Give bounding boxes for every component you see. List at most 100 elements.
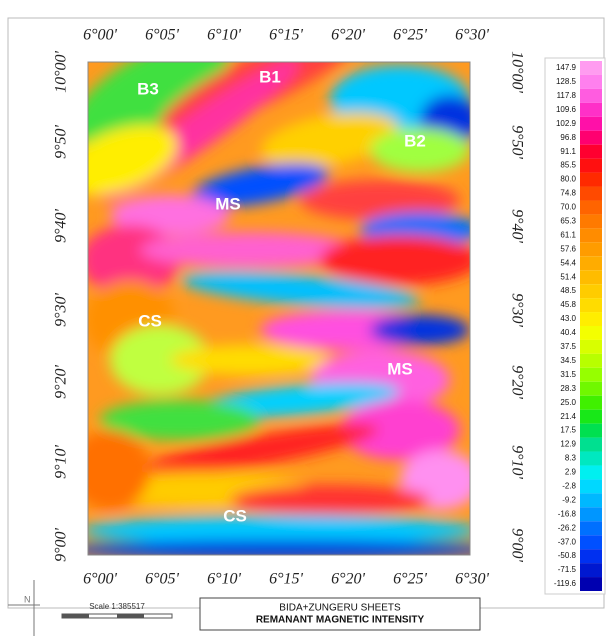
raster-blob	[88, 62, 230, 145]
legend-swatch	[580, 242, 602, 257]
legend-label: 48.5	[560, 286, 576, 295]
legend-swatch	[580, 563, 602, 578]
map-label: MS	[215, 194, 241, 213]
map-label: MS	[387, 359, 413, 378]
lon-label-top: 6°30'	[455, 27, 489, 44]
legend-label: 70.0	[560, 203, 576, 212]
lat-label-left: 9°40'	[53, 209, 70, 243]
legend-swatch	[580, 493, 602, 508]
raster-blob	[100, 400, 260, 440]
legend-swatch	[580, 61, 602, 75]
legend-label: 28.3	[560, 384, 576, 393]
legend-label: 43.0	[560, 314, 576, 323]
scale-bar	[61, 613, 173, 619]
legend-label: 34.5	[560, 356, 576, 365]
raster-blobs	[88, 62, 470, 555]
title-line2: REMANANT MAGNETIC INTENSITY	[256, 615, 425, 626]
raster-blob	[370, 315, 470, 345]
lat-label-right: 9°00'	[508, 528, 525, 562]
legend-label: 25.0	[560, 398, 576, 407]
legend-swatch	[580, 88, 602, 103]
lon-label-top: 6°05'	[145, 27, 179, 44]
lon-label-bottom: 6°25'	[393, 571, 427, 588]
raster-blob	[340, 400, 460, 460]
legend-swatch	[580, 577, 602, 591]
legend-swatch	[580, 144, 602, 159]
raster-blob	[370, 128, 470, 172]
map-label: CS	[223, 506, 247, 525]
raster-blob	[170, 345, 330, 375]
legend-swatch	[580, 549, 602, 564]
map-label: B2	[404, 131, 426, 150]
legend-label: 128.5	[556, 77, 577, 86]
legend-label: 8.3	[565, 454, 577, 463]
legend-label: -2.8	[562, 482, 576, 491]
legend-swatch	[580, 270, 602, 285]
legend-swatch	[580, 451, 602, 466]
legend-label: -9.2	[562, 495, 576, 504]
legend-label: 109.6	[556, 105, 577, 114]
lon-label-bottom: 6°30'	[455, 571, 489, 588]
raster-blob	[230, 485, 430, 515]
raster-blob	[300, 180, 460, 220]
legend-label: 45.8	[560, 300, 576, 309]
legend-swatch	[580, 214, 602, 229]
legend-label: 96.8	[560, 133, 576, 142]
raster-blob	[88, 430, 150, 510]
legend-swatch	[580, 130, 602, 145]
legend-swatch	[580, 186, 602, 201]
legend-label: -26.2	[558, 523, 577, 532]
legend-label: 37.5	[560, 342, 576, 351]
legend-swatch	[580, 381, 602, 396]
legend-swatch	[580, 326, 602, 340]
raster-blob	[260, 112, 400, 168]
legend-label: 85.5	[560, 161, 576, 170]
legend-swatch	[580, 339, 602, 354]
lat-label-left: 9°30'	[53, 293, 70, 327]
legend-label: 65.3	[560, 217, 576, 226]
legend-label: 12.9	[560, 440, 576, 449]
raster-blob	[200, 382, 400, 418]
raster-blob	[88, 540, 470, 555]
legend-label: 2.9	[565, 468, 577, 477]
legend-label: 102.9	[556, 119, 577, 128]
legend-swatch	[580, 172, 602, 187]
legend-swatch	[580, 298, 602, 313]
lat-label-right: 10°00'	[508, 51, 525, 93]
lat-label-left: 10°00'	[53, 51, 70, 93]
title-box	[199, 597, 481, 631]
legend-swatch	[580, 437, 602, 452]
lat-label-left: 9°10'	[53, 445, 70, 479]
lon-label-bottom: 6°10'	[207, 571, 241, 588]
lon-label-top: 6°25'	[393, 27, 427, 44]
map-label: B3	[137, 79, 159, 98]
legend-swatch	[580, 200, 602, 215]
magnetic-raster	[88, 62, 470, 555]
legend-label: -16.8	[558, 509, 577, 518]
raster-blob	[180, 271, 420, 309]
legend-swatch	[580, 353, 602, 368]
raster-blob	[190, 163, 330, 207]
legend-label: 147.9	[556, 63, 577, 72]
lon-label-bottom: 6°20'	[331, 571, 365, 588]
legend-swatch	[580, 158, 602, 173]
lat-label-left: 9°00'	[53, 528, 70, 562]
lon-label-top: 6°20'	[331, 27, 365, 44]
legend-swatch	[580, 409, 602, 424]
lon-label-bottom: 6°00'	[83, 571, 117, 588]
legend-label: 74.8	[560, 189, 576, 198]
lat-label-right: 9°50'	[508, 125, 525, 159]
legend-label: 51.4	[560, 272, 576, 281]
north-arrow: N	[8, 580, 40, 636]
legend-label: 17.5	[560, 426, 576, 435]
legend-label: -119.6	[554, 579, 577, 588]
lon-label-top: 6°00'	[83, 27, 117, 44]
legend-label: 40.4	[560, 328, 576, 337]
raster-blob	[88, 125, 178, 195]
legend-swatch	[580, 423, 602, 438]
legend-swatch	[580, 479, 602, 494]
legend-swatch	[580, 228, 602, 243]
lat-label-right: 9°10'	[508, 445, 525, 479]
legend-swatch	[580, 74, 602, 89]
